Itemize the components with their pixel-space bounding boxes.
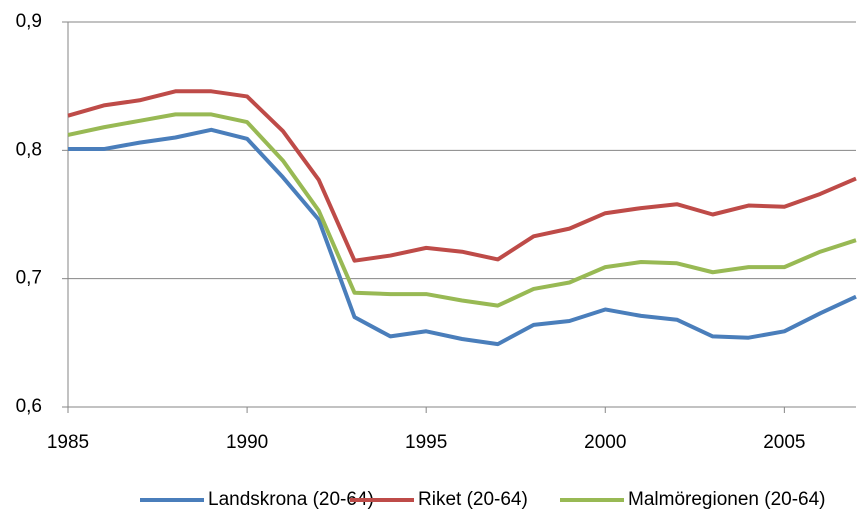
y-tick-label: 0,8 <box>16 139 42 160</box>
y-tick-label: 0,9 <box>16 11 42 32</box>
y-tick-label: 0,7 <box>16 268 42 289</box>
y-tick-label: 0,6 <box>16 396 42 417</box>
x-tick-label: 1990 <box>226 432 268 453</box>
legend-label: Riket (20-64) <box>418 489 528 510</box>
legend-label: Landskrona (20-64) <box>208 489 374 510</box>
x-tick-label: 1995 <box>405 432 447 453</box>
line <box>67 112 857 308</box>
line <box>68 127 857 347</box>
x-tick-label: 1985 <box>47 432 89 453</box>
x-tick-label: 2000 <box>584 432 626 453</box>
line <box>67 89 857 263</box>
x-tick-label: 2005 <box>763 432 805 453</box>
legend-label: Malmöregionen (20-64) <box>628 489 826 510</box>
